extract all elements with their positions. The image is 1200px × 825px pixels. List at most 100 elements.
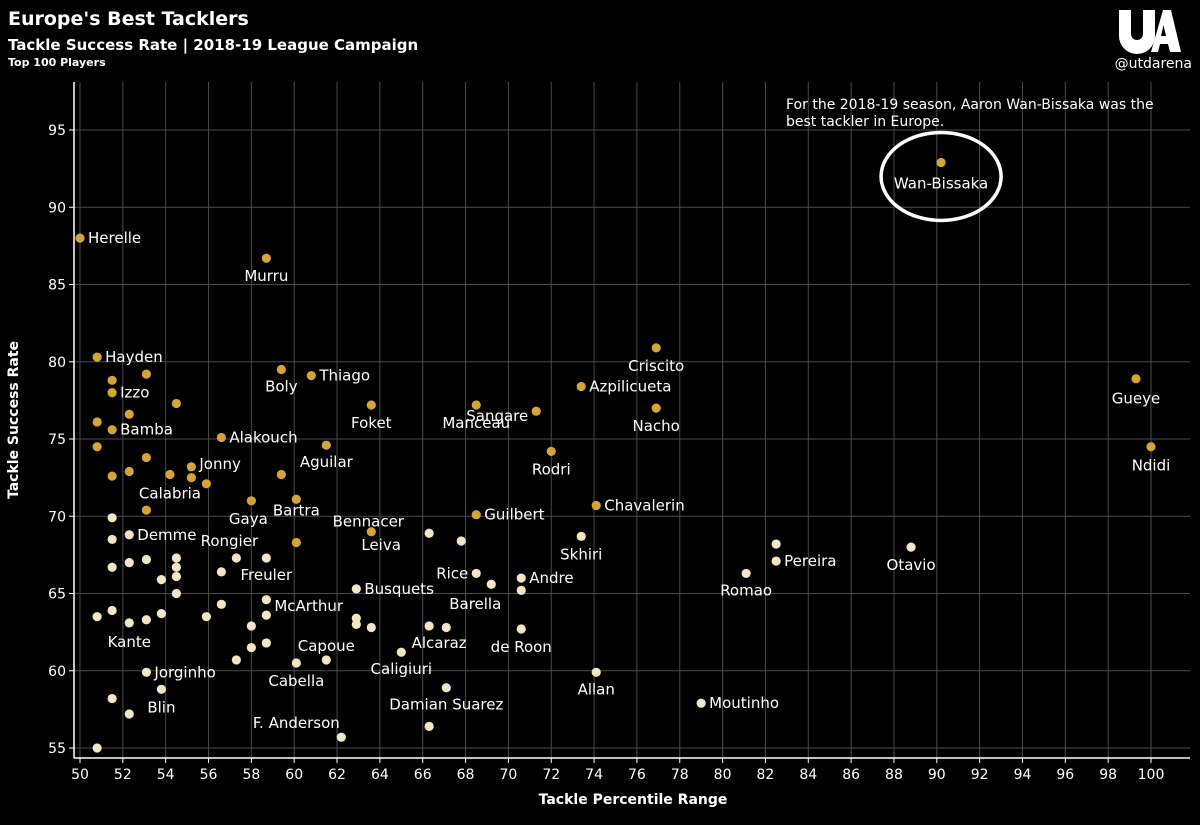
x-tick-label: 84 bbox=[799, 767, 817, 783]
label-pereira: Pereira bbox=[784, 552, 836, 570]
point-de-roon bbox=[516, 624, 526, 634]
y-tick-label: 70 bbox=[48, 509, 66, 525]
point-unlabeled bbox=[516, 585, 526, 596]
label-murru: Murru bbox=[244, 267, 288, 285]
point-unlabeled bbox=[124, 709, 134, 719]
x-tick-label: 74 bbox=[585, 767, 603, 783]
label-demme: Demme bbox=[137, 526, 196, 544]
label-gaya: Gaya bbox=[229, 510, 268, 528]
x-tick-label: 92 bbox=[971, 767, 989, 783]
label-chavalerin: Chavalerin bbox=[604, 496, 684, 514]
y-tick-label: 55 bbox=[48, 741, 66, 757]
y-tick-label: 80 bbox=[48, 355, 66, 371]
point-unlabeled bbox=[92, 442, 102, 452]
point-unlabeled bbox=[124, 466, 134, 477]
label-azpilicueta: Azpilicueta bbox=[589, 377, 671, 395]
point-unlabeled bbox=[456, 536, 466, 546]
point-ndidi bbox=[1146, 442, 1156, 452]
point-alakouch bbox=[216, 432, 226, 443]
point-unlabeled bbox=[141, 369, 152, 379]
x-tick-label: 64 bbox=[371, 767, 389, 783]
point-leiva bbox=[424, 528, 434, 538]
label-nacho: Nacho bbox=[633, 417, 680, 435]
point-unlabeled bbox=[141, 452, 152, 463]
point-wan-bissaka bbox=[936, 157, 946, 168]
highlight-circle bbox=[879, 130, 1003, 223]
point-unlabeled bbox=[124, 558, 134, 568]
point-layer bbox=[75, 157, 1156, 753]
point-unlabeled bbox=[216, 599, 226, 609]
point-hayden bbox=[92, 352, 102, 362]
x-tick-label: 72 bbox=[542, 767, 560, 783]
x-tick-label: 96 bbox=[1056, 767, 1074, 783]
point-bartra bbox=[291, 494, 301, 504]
point-damian-suarez bbox=[441, 683, 451, 693]
point-unlabeled bbox=[216, 567, 226, 577]
x-tick-label: 54 bbox=[157, 767, 175, 783]
point-calabria bbox=[165, 469, 175, 480]
point-bamba bbox=[107, 425, 117, 435]
point-unlabeled bbox=[156, 608, 166, 619]
point-mcarthur bbox=[261, 610, 271, 620]
point-unlabeled bbox=[261, 595, 271, 605]
chart-subtitle: Tackle Success Rate | 2018-19 League Cam… bbox=[8, 36, 419, 54]
point-caligiuri bbox=[396, 647, 406, 657]
y-axis-label: Tackle Success Rate bbox=[6, 340, 22, 500]
point-andre bbox=[516, 573, 526, 583]
label-manceau: Manceau bbox=[442, 414, 510, 432]
point-unlabeled bbox=[186, 473, 196, 483]
x-tick-label: 56 bbox=[200, 767, 218, 783]
point-unlabeled bbox=[107, 693, 117, 704]
brand-logo: UA bbox=[1119, 10, 1181, 54]
x-tick-label: 60 bbox=[285, 767, 303, 783]
point-unlabeled bbox=[366, 622, 376, 633]
point-unlabeled bbox=[291, 537, 301, 548]
label-calabria: Calabria bbox=[139, 485, 201, 503]
point-unlabeled bbox=[201, 479, 211, 489]
x-tick-label: 62 bbox=[328, 767, 346, 783]
x-tick-label: 68 bbox=[457, 767, 475, 783]
y-tick-label: 95 bbox=[48, 123, 66, 139]
label-busquets: Busquets bbox=[364, 580, 434, 598]
point-azpilicueta bbox=[576, 381, 586, 392]
point-moutinho bbox=[696, 698, 706, 708]
y-tick-label: 90 bbox=[48, 200, 66, 216]
point-unlabeled bbox=[246, 621, 256, 631]
point-barella bbox=[486, 579, 496, 589]
point-bennacer bbox=[366, 527, 376, 537]
label-rongier: Rongier bbox=[201, 532, 259, 550]
point-izzo bbox=[107, 388, 117, 398]
label-allan: Allan bbox=[578, 680, 615, 698]
point-unlabeled bbox=[351, 619, 361, 630]
label-guilbert: Guilbert bbox=[484, 506, 544, 524]
point-herelle bbox=[75, 233, 85, 243]
label-criscito: Criscito bbox=[628, 357, 684, 375]
label-herelle: Herelle bbox=[88, 229, 141, 247]
point-unlabeled bbox=[124, 409, 134, 419]
point-unlabeled bbox=[171, 571, 181, 582]
point-unlabeled bbox=[92, 612, 102, 622]
point-unlabeled bbox=[141, 615, 152, 625]
label-bennacer: Bennacer bbox=[333, 513, 405, 531]
point-aguilar bbox=[321, 440, 331, 450]
point-unlabeled bbox=[276, 469, 286, 480]
label-gueye: Gueye bbox=[1112, 390, 1160, 408]
point-foket bbox=[366, 400, 376, 410]
label-skhiri: Skhiri bbox=[560, 545, 602, 563]
label-kante: Kante bbox=[108, 633, 151, 651]
label-wan-bissaka: Wan-Bissaka bbox=[894, 174, 988, 192]
label-de-roon: de Roon bbox=[491, 638, 552, 656]
label-blin: Blin bbox=[147, 698, 175, 716]
point-unlabeled bbox=[92, 743, 102, 753]
point-unlabeled bbox=[441, 622, 451, 633]
y-tick-label: 60 bbox=[48, 664, 66, 680]
point-unlabeled bbox=[107, 375, 117, 385]
point-capoue bbox=[321, 655, 331, 665]
label-ndidi: Ndidi bbox=[1132, 457, 1171, 475]
point-unlabeled bbox=[141, 505, 152, 515]
y-tick-label: 85 bbox=[48, 278, 66, 294]
label-rice: Rice bbox=[436, 564, 468, 582]
x-tick-label: 90 bbox=[928, 767, 946, 783]
label-moutinho: Moutinho bbox=[709, 694, 779, 712]
x-tick-label: 88 bbox=[885, 767, 903, 783]
